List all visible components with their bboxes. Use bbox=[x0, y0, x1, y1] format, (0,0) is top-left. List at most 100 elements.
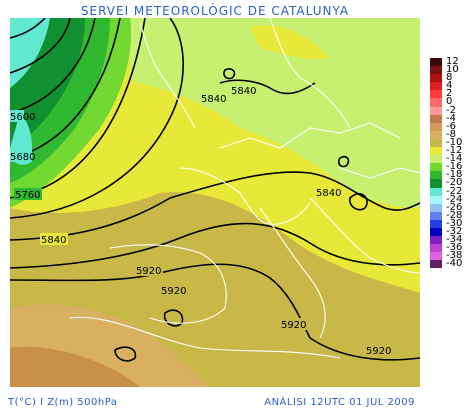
legend-item: -36 bbox=[430, 243, 474, 253]
legend-label: -26 bbox=[446, 201, 463, 213]
contour-label: 5680 bbox=[10, 152, 35, 163]
legend-swatch bbox=[430, 171, 442, 180]
contour-label: 5920 bbox=[366, 346, 391, 357]
analysis-label: ANÀLISI 12UTC 01 JUL 2009 bbox=[264, 397, 415, 408]
contour-5840-north bbox=[219, 79, 316, 95]
legend-label: -24 bbox=[446, 193, 463, 205]
legend-swatch bbox=[430, 130, 442, 139]
contour-label: 5920 bbox=[281, 320, 306, 331]
legend-item: 8 bbox=[430, 72, 474, 84]
contour-small3 bbox=[348, 193, 368, 211]
legend-label: -4 bbox=[446, 112, 456, 124]
legend-swatch bbox=[430, 74, 442, 83]
legend-item: -40 bbox=[430, 258, 474, 270]
borders bbox=[69, 18, 420, 359]
page-title: SERVEI METEOROLÒGIC DE CATALUNYA bbox=[80, 4, 350, 18]
legend-item: -30 bbox=[430, 217, 474, 229]
legend-swatch bbox=[430, 106, 442, 115]
contour-label: 5760 bbox=[15, 190, 40, 201]
legend-label: 8 bbox=[446, 72, 453, 84]
legend-swatch bbox=[430, 236, 442, 245]
legend-label: -30 bbox=[446, 217, 463, 229]
field-minus12-mid bbox=[120, 78, 420, 238]
legend-label: -12 bbox=[446, 145, 463, 157]
coast-uk bbox=[139, 22, 196, 129]
legend-swatch bbox=[430, 203, 442, 212]
legend-item: -32 bbox=[430, 225, 474, 237]
legend-label: -10 bbox=[446, 136, 463, 148]
legend-swatch bbox=[430, 58, 442, 67]
legend-swatch bbox=[430, 163, 442, 172]
legend-swatch bbox=[430, 155, 442, 164]
legend-item: -20 bbox=[430, 177, 474, 189]
legend-swatch bbox=[430, 147, 442, 156]
legend-label: -34 bbox=[446, 234, 463, 246]
field-minus12-top bbox=[250, 25, 330, 60]
legend-item: -26 bbox=[430, 201, 474, 213]
legend-item: -8 bbox=[430, 128, 474, 140]
variables-label: T(°C) I Z(m) 500hPa bbox=[8, 397, 118, 408]
legend-label: -40 bbox=[446, 258, 463, 270]
legend-item: -18 bbox=[430, 169, 474, 181]
legend-item: -22 bbox=[430, 185, 474, 197]
legend-label: -20 bbox=[446, 177, 463, 189]
legend-swatch bbox=[430, 138, 442, 148]
legend-item: -24 bbox=[430, 193, 474, 205]
legend-swatch bbox=[430, 211, 442, 220]
legend-item: -12 bbox=[430, 145, 474, 157]
legend-item: -38 bbox=[430, 250, 474, 262]
legend-label: -16 bbox=[446, 161, 463, 173]
contour-5840 bbox=[10, 171, 420, 241]
legend-swatch bbox=[430, 260, 442, 269]
contour-label: 5840 bbox=[41, 235, 66, 246]
contour-label: 5920 bbox=[136, 266, 161, 277]
legend-swatch bbox=[430, 122, 442, 131]
weather-map: 5840 5840 5840 5840 5920 5920 5920 5920 … bbox=[10, 18, 420, 387]
legend-swatch bbox=[430, 90, 442, 99]
legend-item: -16 bbox=[430, 161, 474, 173]
coast-nafrica bbox=[69, 316, 341, 359]
contour-5680 bbox=[10, 18, 96, 114]
legend-label: -32 bbox=[446, 225, 463, 237]
border-east bbox=[339, 167, 420, 179]
contour-labels: 5840 5840 5840 5840 5920 5920 5920 5920 … bbox=[10, 84, 393, 357]
legend-swatch bbox=[430, 244, 442, 253]
coast-italy bbox=[259, 207, 326, 339]
legend-swatch bbox=[430, 252, 442, 261]
legend-label: 12 bbox=[446, 56, 459, 67]
legend-item: -10 bbox=[430, 136, 474, 148]
legend-label: -28 bbox=[446, 209, 463, 221]
contour-label: 5840 bbox=[316, 188, 341, 199]
coast-iberia bbox=[109, 244, 227, 324]
legend-swatch bbox=[430, 187, 442, 196]
legend-label: -6 bbox=[446, 120, 456, 132]
legend-swatch bbox=[430, 195, 442, 204]
legend-label: -38 bbox=[446, 250, 463, 262]
coast-balkans bbox=[309, 197, 420, 274]
legend-label: 2 bbox=[446, 88, 453, 100]
legend-item: -4 bbox=[430, 112, 474, 124]
contour-label: 5840 bbox=[231, 86, 256, 97]
legend-label: -8 bbox=[446, 128, 456, 140]
legend-item: 4 bbox=[430, 80, 474, 92]
legend-label: -22 bbox=[446, 185, 463, 197]
field-minus6 bbox=[10, 346, 140, 387]
legend-swatch bbox=[430, 98, 442, 107]
legend-item: -34 bbox=[430, 234, 474, 246]
legend-label: 4 bbox=[446, 80, 453, 92]
legend-item: -28 bbox=[430, 209, 474, 221]
field-minus14 bbox=[130, 18, 420, 233]
contour-label: 5920 bbox=[161, 286, 186, 297]
contour-5920-blob2 bbox=[114, 346, 137, 362]
coast-scand bbox=[269, 18, 351, 129]
contour-5640 bbox=[10, 18, 71, 74]
legend-label: -18 bbox=[446, 169, 463, 181]
legend-item: 0 bbox=[430, 97, 474, 107]
legend-label: -2 bbox=[446, 104, 456, 116]
border-central bbox=[219, 122, 401, 149]
legend-swatch bbox=[430, 179, 442, 188]
contour-label: 5600 bbox=[10, 112, 35, 123]
legend-label: -14 bbox=[446, 153, 463, 165]
legend-item: -6 bbox=[430, 120, 474, 132]
contour-label: 5840 bbox=[201, 94, 226, 105]
